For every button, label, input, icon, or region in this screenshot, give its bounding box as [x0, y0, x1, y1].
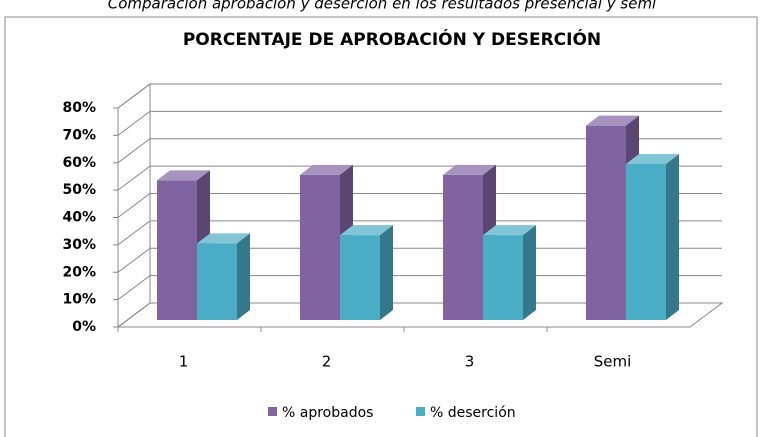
bar-top [197, 233, 250, 244]
y-tick-label: 20% [62, 264, 96, 280]
x-tick-label: 1 [179, 353, 189, 371]
y-tick-label: 50% [62, 182, 96, 198]
bar-top [300, 164, 353, 175]
legend-label: % aprobados [282, 405, 373, 421]
x-tick-label: 3 [465, 353, 475, 371]
bar-top [586, 115, 639, 126]
bar-front [443, 174, 483, 320]
grid-line [117, 83, 722, 109]
bar-top [340, 225, 393, 236]
bar-top [157, 170, 210, 181]
grid-line [117, 220, 722, 246]
x-tick-label: 2 [322, 353, 332, 371]
bar-front [483, 235, 523, 320]
y-tick-label: 80% [62, 100, 96, 116]
bar-side [237, 233, 250, 320]
y-tick-label: 0% [72, 319, 96, 335]
bar-side [380, 225, 393, 320]
chart-title: PORCENTAJE DE APROBACIÓN Y DESERCIÓN [183, 28, 601, 50]
bar-front [626, 163, 666, 320]
grid-line [117, 193, 722, 218]
bar-front [586, 125, 626, 320]
bar-top [443, 164, 496, 175]
y-tick-label: 70% [62, 127, 96, 143]
caption: Comparación aprobación y deserción en lo… [108, 0, 657, 13]
bar-side [666, 153, 679, 320]
y-tick-label: 30% [62, 237, 96, 253]
bar-top [483, 225, 536, 236]
bar-front [300, 174, 340, 320]
chart-border [4, 16, 758, 437]
grid-line [117, 165, 722, 191]
y-tick-label: 10% [62, 292, 96, 308]
x-tick-label: Semi [594, 353, 632, 371]
bar-front [197, 243, 237, 320]
bar-top [626, 153, 679, 164]
legend-swatch [416, 407, 425, 416]
y-tick-label: 60% [62, 155, 96, 171]
bar-side [523, 225, 536, 320]
grid-line [117, 110, 722, 136]
grid-line [117, 138, 722, 164]
bar-front [157, 180, 197, 320]
y-tick-label: 40% [62, 210, 96, 226]
legend-swatch [268, 407, 277, 416]
legend-label: % deserción [430, 405, 516, 421]
bar-front [340, 235, 380, 320]
